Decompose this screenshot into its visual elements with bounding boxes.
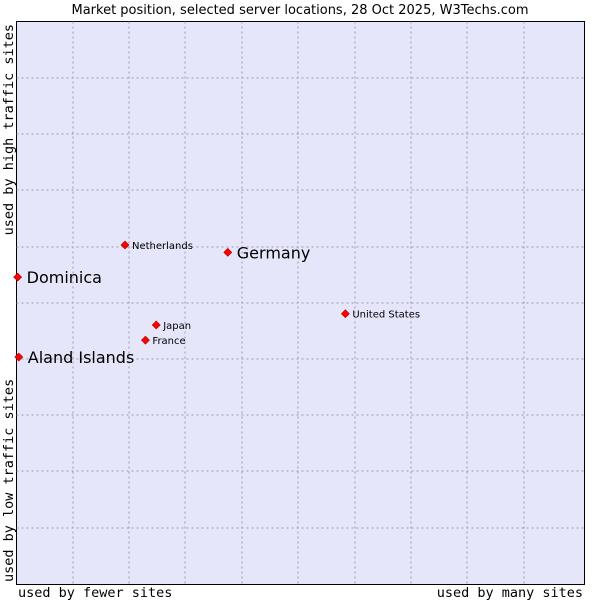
x-axis-label-low: used by fewer sites xyxy=(18,585,172,600)
data-points: Netherlands Germany Dominica United States J… xyxy=(13,240,420,367)
plot-area xyxy=(16,21,585,585)
data-label-netherlands: Netherlands xyxy=(132,241,193,252)
grid xyxy=(16,21,585,585)
data-label-germany: Germany xyxy=(237,243,311,262)
y-axis-label-high: used by high traffic sites xyxy=(1,24,17,235)
chart-title: Market position, selected server locatio… xyxy=(71,3,528,18)
data-point-dominica xyxy=(13,272,23,282)
data-point-japan xyxy=(151,320,161,330)
data-label-dominica: Dominica xyxy=(27,268,102,287)
data-point-netherlands xyxy=(120,240,130,250)
data-label-aland-islands: Aland Islands xyxy=(28,348,135,367)
data-point-france xyxy=(141,335,150,345)
y-axis-label-low: used by low traffic sites xyxy=(1,379,17,582)
data-label-japan: Japan xyxy=(162,321,191,332)
data-point-united-states xyxy=(340,309,350,319)
x-axis-label-high: used by many sites xyxy=(437,585,583,600)
data-label-united-states: United States xyxy=(352,310,420,321)
data-point-aland-islands xyxy=(14,352,24,362)
data-point-germany xyxy=(223,247,233,257)
data-label-france: France xyxy=(152,336,185,347)
